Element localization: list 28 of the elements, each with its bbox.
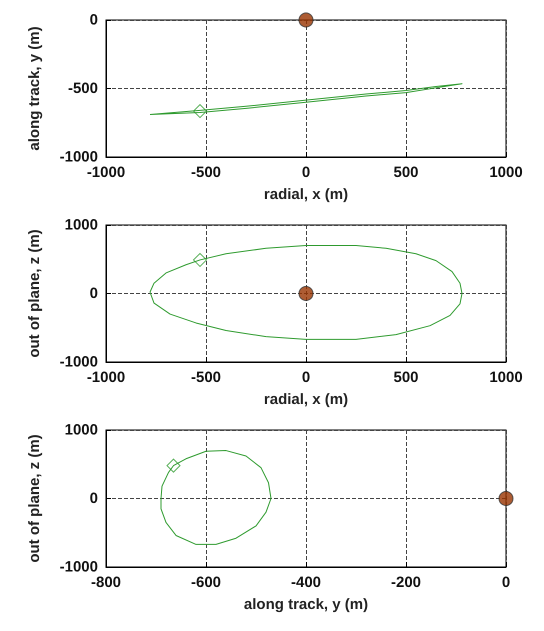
x-tick-label: -800 bbox=[90, 574, 122, 591]
y-tick-label: 0 bbox=[90, 285, 98, 302]
y-tick-label: 0 bbox=[90, 12, 98, 28]
y-tick-label: 1000 bbox=[64, 422, 98, 438]
y-tick-label: -1000 bbox=[60, 148, 98, 166]
x-tick-label: 0 bbox=[502, 574, 510, 591]
x-tick-label: 0 bbox=[302, 164, 310, 181]
x-tick-label: -200 bbox=[390, 574, 422, 591]
x-tick-label: 0 bbox=[302, 369, 310, 386]
y-axis-title: out of plane, z (m) bbox=[26, 229, 43, 358]
x-tick-label: -600 bbox=[190, 574, 222, 591]
x-tick-label: -400 bbox=[290, 574, 322, 591]
y-axis-title: out of plane, z (m) bbox=[26, 434, 43, 563]
y-tick-label: -500 bbox=[68, 80, 98, 97]
y-tick-label: 1000 bbox=[64, 216, 98, 234]
x-tick-label: -500 bbox=[190, 369, 222, 386]
y-tick-label: 0 bbox=[90, 490, 98, 507]
x-tick-label: 500 bbox=[393, 369, 419, 386]
x-axis-title: radial, x (m) bbox=[264, 391, 348, 408]
y-tick-label: -1000 bbox=[60, 558, 98, 576]
y-tick-label: -1000 bbox=[60, 354, 98, 370]
x-tick-label: -500 bbox=[190, 164, 222, 181]
x-tick-label: 1000 bbox=[489, 164, 523, 181]
x-axis-title: along track, y (m) bbox=[244, 596, 368, 613]
x-axis-title: radial, x (m) bbox=[264, 186, 348, 203]
x-tick-label: 1000 bbox=[489, 369, 523, 386]
y-axis-title: along track, y (m) bbox=[26, 26, 43, 151]
x-tick-label: 500 bbox=[393, 164, 419, 181]
